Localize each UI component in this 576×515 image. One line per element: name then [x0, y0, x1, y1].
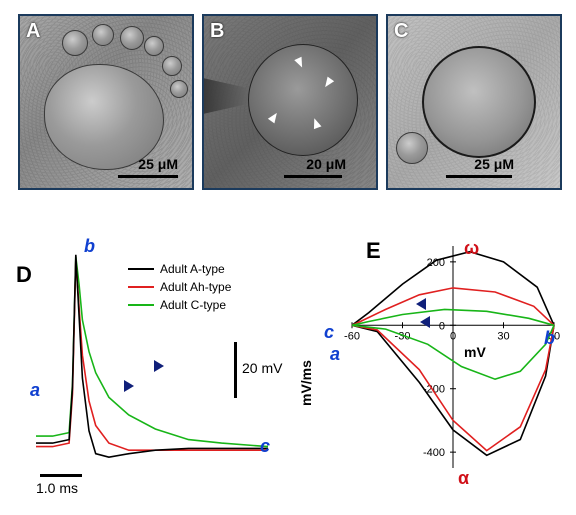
point-label-a: a — [330, 344, 340, 365]
svg-text:30: 30 — [497, 330, 509, 342]
greek-alpha: α — [458, 468, 469, 489]
cell-body — [422, 46, 536, 158]
legend-swatch — [128, 286, 154, 288]
point-label-b: b — [84, 236, 95, 257]
scale-bar — [284, 175, 342, 178]
panel-d: D Adult A-type Adult Ah-type Adult C-typ… — [16, 232, 284, 500]
scale-bar — [446, 175, 512, 178]
x-scale-bar — [40, 474, 82, 477]
svg-text:0: 0 — [450, 330, 456, 342]
legend-label: Adult Ah-type — [160, 278, 231, 296]
arrowhead-icon — [416, 298, 426, 310]
point-label-c: c — [324, 322, 334, 343]
panel-e: E -60-3003060-400-2000200 mV mV/ms c a b… — [300, 232, 564, 500]
scale-bar-label: 20 μM — [306, 156, 346, 172]
plot-row: D Adult A-type Adult Ah-type Adult C-typ… — [12, 232, 564, 502]
svg-text:-200: -200 — [423, 384, 445, 396]
cell-satellite — [170, 80, 188, 98]
svg-text:-60: -60 — [344, 330, 360, 342]
panel-a: A 25 μM — [18, 14, 194, 190]
cell-satellite — [396, 132, 428, 164]
legend-swatch — [128, 268, 154, 270]
cell-satellite — [62, 30, 88, 56]
legend-item: Adult A-type — [128, 260, 231, 278]
cell-satellite — [162, 56, 182, 76]
panel-letter: C — [394, 20, 408, 43]
micrograph-row: A 25 μM B 20 μM C 25 μM — [18, 14, 562, 190]
y-axis-label: mV/ms — [298, 360, 314, 406]
panel-b: B 20 μM — [202, 14, 378, 190]
cell-satellite — [144, 36, 164, 56]
x-axis-label: mV — [464, 344, 486, 360]
scale-bar — [118, 175, 178, 178]
panel-letter: B — [210, 20, 224, 43]
point-label-a: a — [30, 380, 40, 401]
x-scale-label: 1.0 ms — [36, 480, 78, 496]
svg-text:-400: -400 — [423, 447, 445, 459]
arrowhead-icon — [154, 360, 164, 372]
greek-omega: ω — [464, 238, 479, 259]
panel-letter: A — [26, 20, 40, 43]
cell-satellite — [120, 26, 144, 50]
legend-item: Adult Ah-type — [128, 278, 231, 296]
arrowhead-icon — [420, 316, 430, 328]
legend-swatch — [128, 304, 154, 306]
svg-text:0: 0 — [439, 320, 445, 332]
scale-bar-label: 25 μM — [138, 156, 178, 172]
legend: Adult A-type Adult Ah-type Adult C-type — [128, 260, 231, 314]
legend-item: Adult C-type — [128, 296, 231, 314]
arrowhead-icon — [124, 380, 134, 392]
point-label-c: c — [260, 436, 270, 457]
point-label-b: b — [544, 328, 555, 349]
legend-label: Adult C-type — [160, 296, 226, 314]
cell-satellite — [92, 24, 114, 46]
y-scale-label: 20 mV — [242, 360, 282, 376]
y-scale-bar — [234, 342, 237, 398]
svg-text:-30: -30 — [395, 330, 411, 342]
legend-label: Adult A-type — [160, 260, 225, 278]
scale-bar-label: 25 μM — [474, 156, 514, 172]
phase-plot: -60-3003060-400-2000200 — [322, 238, 560, 490]
panel-c: C 25 μM — [386, 14, 562, 190]
